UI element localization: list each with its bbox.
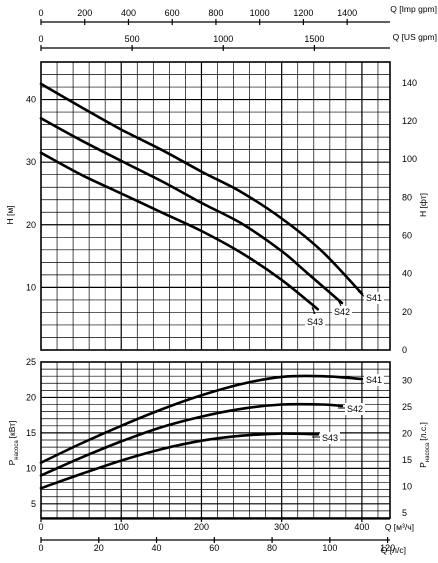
chart-frames: [40, 19, 391, 543]
power-ytick-right-15: 15: [402, 455, 412, 465]
head-ytick-right-100: 100: [402, 154, 417, 164]
power-ytick-left-15: 15: [26, 428, 36, 438]
head-left-axis-label: H [м]: [5, 205, 15, 224]
bottom-ls-tick-40: 40: [152, 543, 162, 553]
head-ytick-left-40: 40: [26, 95, 36, 105]
bg-power-s41: [364, 374, 384, 386]
power-ytick-right-25: 25: [402, 402, 412, 412]
bottom-m3h-tick-400: 400: [354, 522, 369, 532]
top-us-axis-label: Q [US gpm]: [393, 32, 437, 42]
top-imp-tick-0: 0: [38, 8, 43, 18]
top-imp-axis-label: Q [Imp gpm]: [390, 4, 437, 14]
bottom-m3h-tick-100: 100: [114, 522, 129, 532]
head-ytick-right-140: 140: [402, 78, 417, 88]
head-ytick-right-40: 40: [402, 269, 412, 279]
grid-lines: [41, 62, 390, 518]
bg-head-s41: [364, 292, 384, 304]
head-right-axis-label: H [фт]: [418, 193, 428, 217]
head-ytick-left-20: 20: [26, 220, 36, 230]
top-imp-tick-200: 200: [77, 8, 92, 18]
power-left-sub: насоса: [14, 440, 20, 460]
top-us-tick-1000: 1000: [213, 34, 233, 44]
top-imp-tick-1200: 1200: [293, 8, 313, 18]
power-frame: [40, 361, 391, 519]
power-ytick-left-25: 25: [26, 357, 36, 367]
top-imp-tick-1400: 1400: [337, 8, 357, 18]
head-ytick-right-120: 120: [402, 116, 417, 126]
top-imp-tick-600: 600: [165, 8, 180, 18]
power-right-axis-label: Pнасоса[л.с.]: [418, 422, 431, 468]
bottom-m3h-tick-300: 300: [274, 522, 289, 532]
label-power-s42: S42: [347, 404, 363, 414]
power-curve-S43: [39, 432, 320, 490]
tick-labels: 1020304002040608010012014051015202551015…: [26, 8, 417, 553]
head-curve-S42: [39, 117, 344, 305]
bottom-ls-tick-0: 0: [38, 543, 43, 553]
leader-head-s43: [311, 306, 316, 315]
bottom-ls-tick-80: 80: [267, 543, 277, 553]
power-ytick-right-5: 5: [402, 508, 407, 518]
head-ytick-left-30: 30: [26, 157, 36, 167]
power-ytick-left-10: 10: [26, 463, 36, 473]
power-curve-S42: [39, 402, 344, 477]
head-ytick-right-80: 80: [402, 192, 412, 202]
label-head-s41: S41: [366, 293, 382, 303]
label-power-s41: S41: [366, 375, 382, 385]
bottom-ls-tick-20: 20: [94, 543, 104, 553]
head-ytick-right-20: 20: [402, 307, 412, 317]
power-ytick-right-10: 10: [402, 481, 412, 491]
head-ytick-right-0: 0: [402, 345, 407, 355]
label-head-s43: S43: [307, 317, 323, 327]
bottom-m3h-tick-0: 0: [38, 522, 43, 532]
top-imp-tick-400: 400: [121, 8, 136, 18]
bottom-ls-axis-label: Q [л/с]: [381, 545, 406, 555]
bottom-ls-tick-60: 60: [209, 543, 219, 553]
top-imp-tick-800: 800: [208, 8, 223, 18]
top-us-tick-500: 500: [125, 34, 140, 44]
bottom-ls-tick-120: 120: [380, 543, 395, 553]
label-head-s42: S42: [334, 307, 350, 317]
power-curve-labels: S41 S42 S43: [312, 374, 384, 444]
performance-curves: [39, 82, 364, 490]
bg-head-s43: [305, 314, 325, 326]
power-ytick-right-20: 20: [402, 428, 412, 438]
head-curve-S43: [39, 151, 320, 311]
head-curve-labels: S41 S42 S43: [305, 290, 384, 327]
label-power-s43: S43: [322, 433, 338, 443]
bottom-ls-tick-100: 100: [322, 543, 337, 553]
power-ytick-left-20: 20: [26, 392, 36, 402]
power-left-axis-label: Pнасоса[кВт]: [7, 421, 20, 466]
power-right-p: P: [418, 462, 428, 468]
top-imp-tick-1000: 1000: [250, 8, 270, 18]
head-frame: [40, 61, 391, 351]
power-right-unit: [л.с.]: [418, 422, 428, 441]
power-right-sub: насоса: [425, 442, 431, 462]
power-ytick-right-30: 30: [402, 376, 412, 386]
bottom-m3h-tick-200: 200: [194, 522, 209, 532]
top-us-tick-0: 0: [38, 34, 43, 44]
head-ytick-right-60: 60: [402, 230, 412, 240]
head-ytick-left-10: 10: [26, 282, 36, 292]
bg-power-s43: [320, 432, 340, 444]
power-ytick-left-5: 5: [31, 499, 36, 509]
top-us-tick-1500: 1500: [304, 34, 324, 44]
power-curve-S41: [39, 374, 364, 464]
power-left-unit: [кВт]: [7, 421, 17, 439]
bg-power-s42: [345, 403, 365, 415]
power-left-p: P: [7, 459, 17, 465]
head-curve-S41: [39, 82, 364, 295]
bg-head-s42: [332, 306, 352, 318]
leader-head-s42: [336, 297, 342, 307]
bottom-m3h-axis-label: Q [м³/ч]: [385, 522, 414, 532]
